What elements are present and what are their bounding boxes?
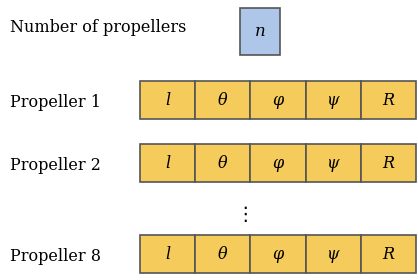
Text: R: R xyxy=(382,155,394,172)
FancyBboxPatch shape xyxy=(306,235,361,273)
FancyBboxPatch shape xyxy=(140,235,195,273)
FancyBboxPatch shape xyxy=(306,144,361,182)
Text: R: R xyxy=(382,92,394,109)
Text: ψ: ψ xyxy=(327,155,339,172)
FancyBboxPatch shape xyxy=(140,144,195,182)
FancyBboxPatch shape xyxy=(195,235,250,273)
Text: Propeller 1: Propeller 1 xyxy=(10,94,102,111)
Text: ψ: ψ xyxy=(327,246,339,263)
Text: Propeller 8: Propeller 8 xyxy=(10,248,102,265)
FancyBboxPatch shape xyxy=(250,81,306,119)
FancyBboxPatch shape xyxy=(306,81,361,119)
FancyBboxPatch shape xyxy=(140,81,195,119)
Text: φ: φ xyxy=(273,92,283,109)
Text: Propeller 2: Propeller 2 xyxy=(10,157,101,174)
FancyBboxPatch shape xyxy=(250,144,306,182)
Text: θ: θ xyxy=(218,155,228,172)
Text: l: l xyxy=(165,155,170,172)
Text: R: R xyxy=(382,246,394,263)
Text: n: n xyxy=(255,23,265,40)
FancyBboxPatch shape xyxy=(195,81,250,119)
Text: φ: φ xyxy=(273,155,283,172)
Text: ψ: ψ xyxy=(327,92,339,109)
Text: Number of propellers: Number of propellers xyxy=(10,20,187,36)
Text: l: l xyxy=(165,246,170,263)
FancyBboxPatch shape xyxy=(361,235,416,273)
Text: θ: θ xyxy=(218,246,228,263)
FancyBboxPatch shape xyxy=(361,144,416,182)
Text: l: l xyxy=(165,92,170,109)
FancyBboxPatch shape xyxy=(361,81,416,119)
Text: θ: θ xyxy=(218,92,228,109)
FancyBboxPatch shape xyxy=(240,8,280,55)
Text: ⋮: ⋮ xyxy=(235,205,254,224)
FancyBboxPatch shape xyxy=(250,235,306,273)
Text: φ: φ xyxy=(273,246,283,263)
FancyBboxPatch shape xyxy=(195,144,250,182)
